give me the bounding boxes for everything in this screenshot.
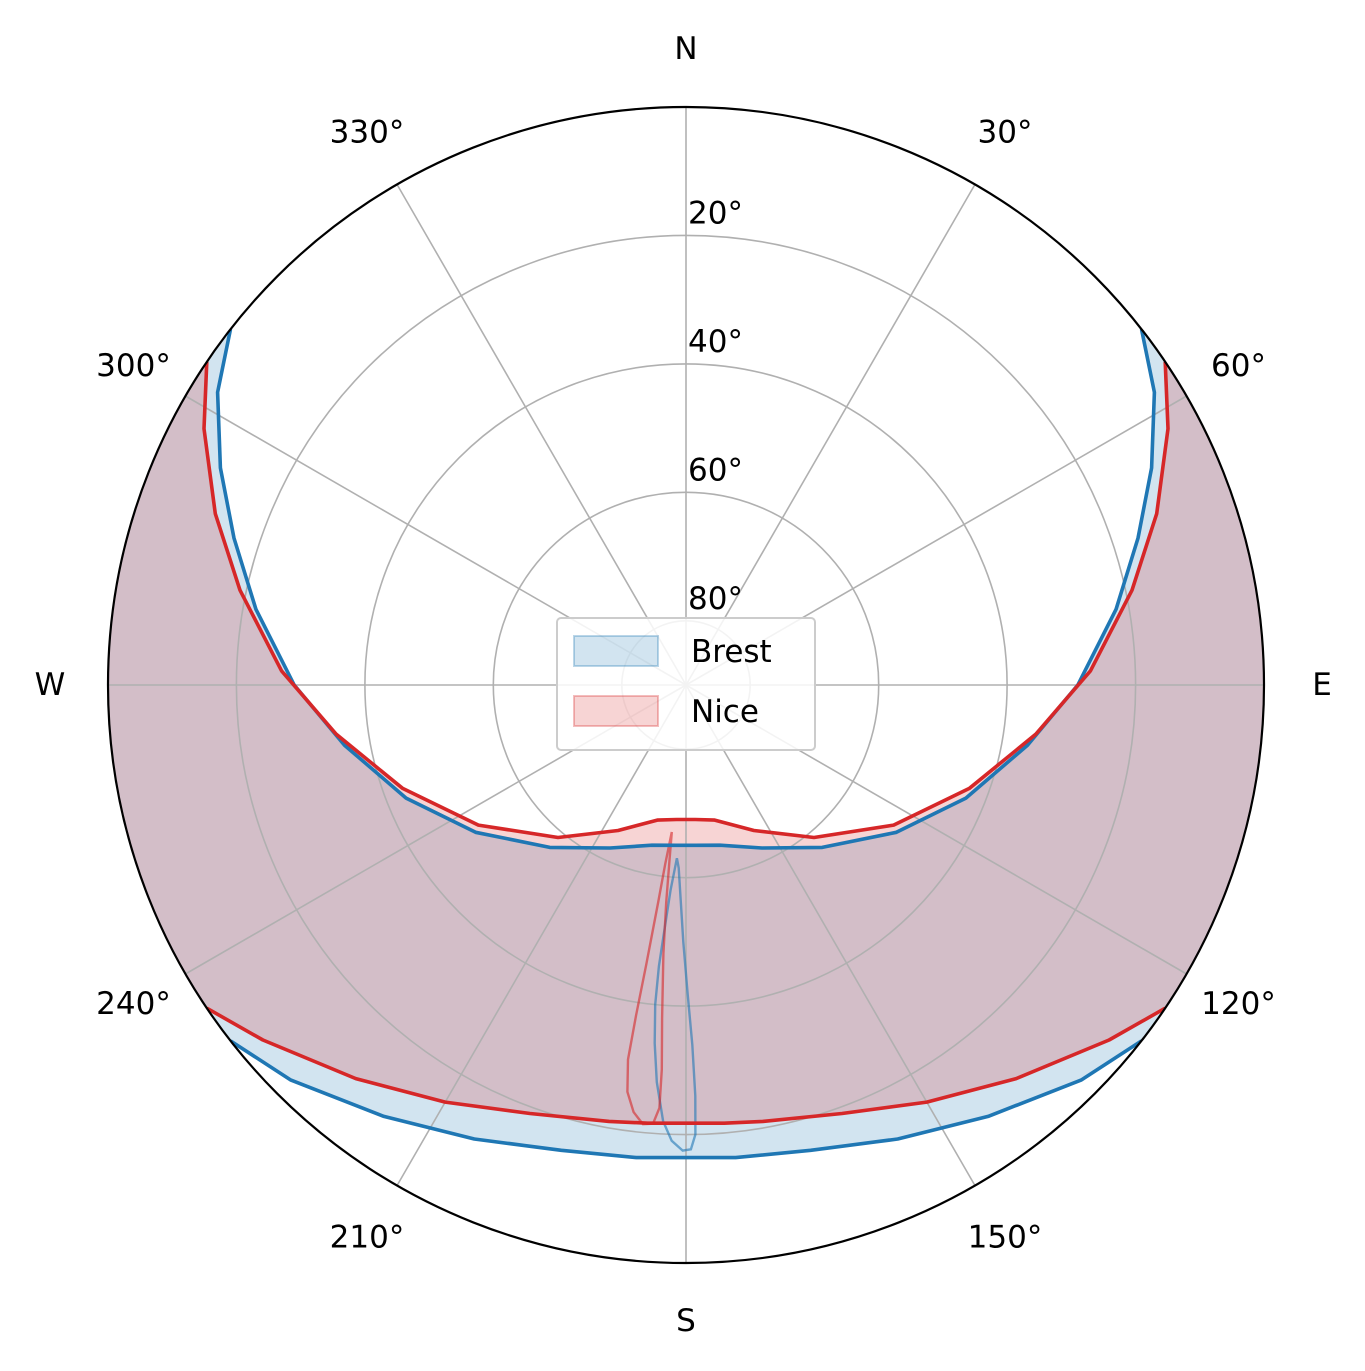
radial-tick-label: 80° xyxy=(688,581,743,617)
analemma-brest xyxy=(653,857,697,1152)
summer-curve-nice xyxy=(202,361,1170,840)
legend-swatch xyxy=(573,695,659,727)
angle-tick-label: 150° xyxy=(968,1220,1043,1256)
angle-tick-label: 60° xyxy=(1211,348,1266,384)
direction-label: E xyxy=(1312,667,1332,703)
fill-nice xyxy=(108,361,1264,1124)
angle-tick-label: 300° xyxy=(96,348,171,384)
series-layer xyxy=(202,328,1170,1160)
polar-frame xyxy=(106,105,1266,1265)
winter-curve-nice xyxy=(205,1006,1167,1125)
legend-box xyxy=(556,617,816,751)
fill-layer xyxy=(108,329,1264,1158)
legend-entry-nice: Nice xyxy=(573,694,759,730)
angle-tick-label: 120° xyxy=(1201,986,1276,1022)
direction-label: N xyxy=(674,31,697,67)
legend-swatch xyxy=(573,635,659,667)
summer-curve-brest xyxy=(215,328,1157,850)
angular-gridline xyxy=(685,184,976,686)
angle-tick-label: 330° xyxy=(330,115,405,151)
legend: Brest Nice xyxy=(556,617,816,751)
direction-label: W xyxy=(35,667,66,703)
angular-gridline xyxy=(396,184,687,686)
fill-brest xyxy=(108,329,1264,1158)
legend-label: Nice xyxy=(691,694,759,730)
legend-label: Brest xyxy=(691,634,772,670)
angle-tick-label: 240° xyxy=(96,986,171,1022)
winter-curve-brest xyxy=(229,1039,1143,1160)
legend-entry-brest: Brest xyxy=(573,634,772,670)
radial-tick-label: 40° xyxy=(688,324,743,360)
angle-tick-label: 210° xyxy=(330,1220,405,1256)
axis-labels: N E S W 30° 60° 120° 150° 210° 240° 300° 330° 20° 40°… xyxy=(35,31,1332,1339)
radial-tick-label: 20° xyxy=(688,195,743,231)
radial-tick-label: 60° xyxy=(688,452,743,488)
direction-label: S xyxy=(676,1303,696,1339)
angle-tick-label: 30° xyxy=(978,115,1033,151)
